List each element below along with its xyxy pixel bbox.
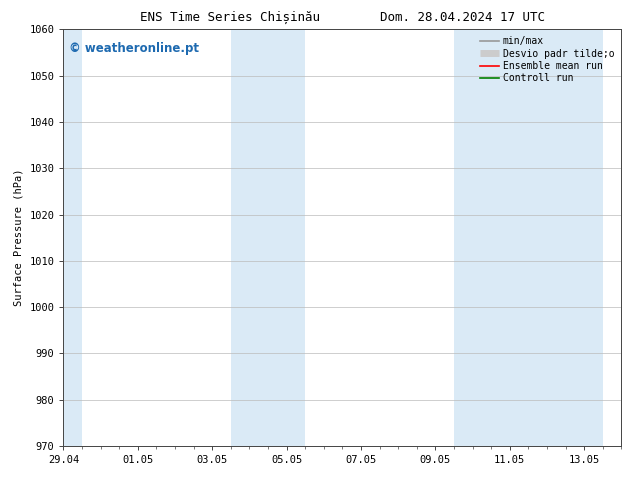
Y-axis label: Surface Pressure (hPa): Surface Pressure (hPa) (14, 169, 24, 306)
Bar (454, 29, 603, 446)
Bar (63, 29, 82, 446)
Legend: min/max, Desvio padr tilde;o, Ensemble mean run, Controll run: min/max, Desvio padr tilde;o, Ensemble m… (477, 34, 616, 85)
Title: ENS Time Series Chișinău        Dom. 28.04.2024 17 UTC: ENS Time Series Chișinău Dom. 28.04.2024… (140, 11, 545, 24)
Text: © weatheronline.pt: © weatheronline.pt (69, 42, 199, 55)
Bar (231, 29, 305, 446)
